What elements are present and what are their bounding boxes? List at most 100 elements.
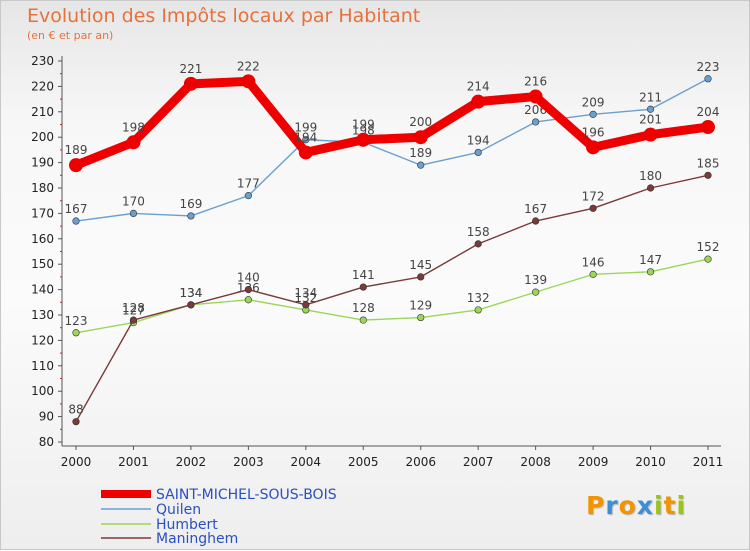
- data-label: 146: [582, 255, 605, 269]
- y-tick-label: 110: [31, 359, 54, 373]
- series-line-humbert: [75, 258, 709, 334]
- y-tick-label: 230: [31, 54, 54, 68]
- data-label: 185: [697, 156, 720, 170]
- y-tick-label: 160: [31, 232, 54, 246]
- data-point: [471, 94, 486, 109]
- data-point: [298, 145, 313, 160]
- data-label: 180: [639, 169, 662, 183]
- data-point: [643, 127, 658, 142]
- y-tick-label: 220: [31, 79, 54, 93]
- x-tick-label: 2008: [520, 455, 551, 469]
- data-point: [474, 306, 482, 314]
- logo-letter: t: [663, 491, 677, 520]
- data-point: [356, 132, 371, 147]
- x-tick-label: 2001: [118, 455, 149, 469]
- data-label: 88: [68, 403, 83, 417]
- data-point: [129, 316, 138, 324]
- data-label: 134: [294, 286, 317, 300]
- data-label: 214: [467, 80, 490, 94]
- x-tick-label: 2005: [348, 455, 379, 469]
- y-tick-label: 130: [31, 308, 54, 322]
- x-tick-label: 2009: [578, 455, 609, 469]
- data-point: [302, 136, 310, 144]
- data-label: 223: [697, 60, 720, 74]
- logo-letter: P: [586, 491, 606, 520]
- data-point: [589, 110, 597, 118]
- data-point: [244, 192, 252, 200]
- data-label: 194: [467, 133, 490, 147]
- data-label: 132: [294, 291, 317, 305]
- data-label: 141: [352, 268, 375, 282]
- data-label: 152: [697, 240, 720, 254]
- data-point: [528, 89, 543, 104]
- data-point: [126, 135, 141, 150]
- data-label: 199: [352, 118, 375, 132]
- data-label: 167: [65, 202, 88, 216]
- data-point: [701, 120, 715, 135]
- y-tick-label: 150: [31, 257, 54, 271]
- y-tick-label: 120: [31, 333, 54, 347]
- data-label: 127: [122, 304, 145, 318]
- data-label: 198: [122, 120, 145, 134]
- data-point: [72, 329, 80, 337]
- data-point: [183, 76, 198, 91]
- x-tick-label: 2007: [463, 455, 494, 469]
- x-tick-label: 2000: [61, 455, 92, 469]
- data-label: 189: [409, 146, 432, 160]
- data-label: 177: [237, 177, 260, 191]
- data-point: [413, 130, 428, 145]
- data-label: 196: [582, 125, 605, 139]
- data-label: 172: [582, 189, 605, 203]
- data-point: [241, 74, 256, 89]
- data-point: [302, 301, 310, 309]
- logo-letter: i: [676, 491, 687, 520]
- y-tick-label: 180: [31, 181, 54, 195]
- y-tick-label: 140: [31, 283, 54, 297]
- series-line-saint-michel-sous-bois: [74, 76, 709, 170]
- y-tick-label: 200: [31, 130, 54, 144]
- data-point: [474, 240, 482, 248]
- data-point: [69, 158, 83, 173]
- data-label: 132: [467, 291, 490, 305]
- x-tick-label: 2010: [635, 455, 666, 469]
- data-point: [532, 118, 540, 126]
- data-label: 209: [582, 95, 605, 109]
- data-point: [417, 161, 425, 169]
- x-tick-label: 2002: [176, 455, 207, 469]
- data-point: [474, 148, 482, 157]
- data-label: 140: [237, 271, 260, 285]
- y-tick-label: 100: [31, 384, 54, 398]
- logo-letter: o: [618, 491, 637, 520]
- data-point: [72, 418, 80, 426]
- data-point: [129, 209, 138, 217]
- data-label: 129: [409, 299, 432, 313]
- data-point: [244, 296, 252, 304]
- data-label: 167: [524, 202, 547, 216]
- data-label: 134: [179, 286, 202, 300]
- x-tick-label: 2006: [405, 455, 436, 469]
- data-label: 198: [352, 123, 375, 137]
- data-label: 158: [467, 225, 490, 239]
- data-point: [187, 212, 195, 220]
- data-label: 200: [409, 115, 432, 129]
- data-label: 201: [639, 113, 662, 127]
- x-tick-label: 2011: [693, 455, 724, 469]
- y-tick-label: 90: [39, 410, 54, 424]
- logo-letter: x: [636, 491, 654, 520]
- data-point: [646, 268, 655, 276]
- x-tick-label: 2003: [233, 455, 264, 469]
- y-tick-label: 190: [31, 156, 54, 170]
- logo-letter: i: [654, 491, 664, 520]
- data-point: [589, 204, 597, 212]
- data-point: [646, 184, 655, 192]
- legend-label: Humbert: [156, 517, 218, 533]
- data-label: 169: [179, 197, 202, 211]
- data-label: 123: [65, 314, 88, 328]
- legend-label: Quilen: [156, 502, 201, 518]
- series-line-maninghem: [75, 174, 709, 423]
- data-label: 139: [524, 273, 547, 287]
- data-label: 128: [352, 301, 375, 315]
- data-label: 134: [179, 286, 202, 300]
- data-label: 128: [122, 301, 145, 315]
